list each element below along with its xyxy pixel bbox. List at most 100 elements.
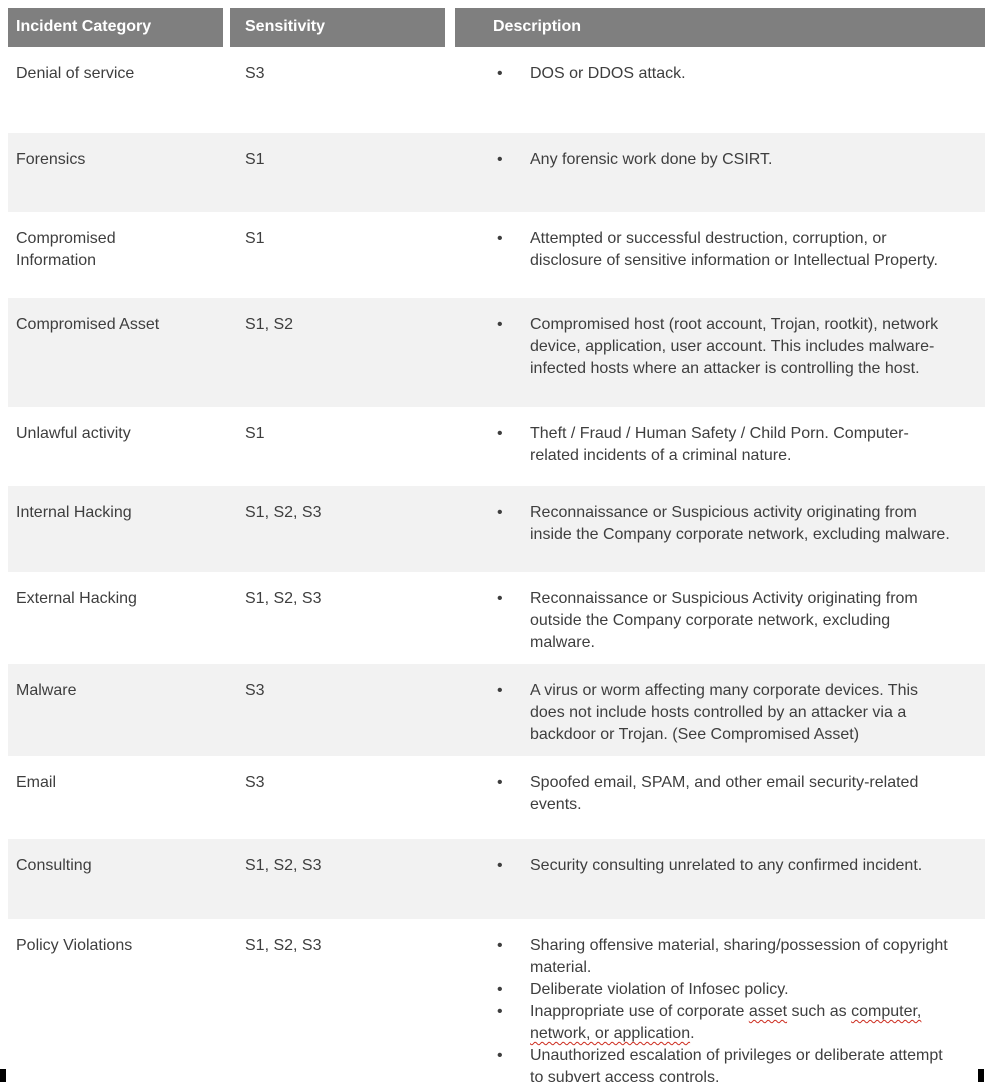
- bullet-marker: •: [497, 316, 503, 333]
- header-cell-description: Description: [455, 8, 985, 47]
- table-row: Malware S3 • A virus or worm affecting ma…: [8, 664, 985, 756]
- description-cell: • Spoofed email, SPAM, and other email se…: [455, 756, 985, 839]
- sensitivity-cell: S1, S2: [245, 316, 294, 333]
- misspelled-word: computer, network, or application: [530, 1003, 922, 1042]
- bullet-item: • Attempted or successful destruction, co…: [497, 228, 957, 272]
- table-edge-mark-right: [978, 1069, 984, 1082]
- bullet-item: • A virus or worm affecting many corporat…: [497, 680, 957, 746]
- bullet-item: • Sharing offensive material, sharing/pos…: [497, 935, 957, 979]
- bullet-marker: •: [497, 504, 503, 521]
- category-cell: External Hacking: [16, 590, 137, 607]
- description-cell: • Theft / Fraud / Human Safety / Child Po…: [455, 407, 985, 486]
- table-row: Denial of service S3 • DOS or DDOS attack…: [8, 47, 985, 133]
- table-body: Denial of service S3 • DOS or DDOS attack…: [8, 47, 985, 1082]
- bullet-text: Reconnaissance or Suspicious Activity or…: [530, 588, 957, 654]
- table-row: External Hacking S1, S2, S3 • Reconnaissa…: [8, 572, 985, 664]
- sensitivity-cell: S1: [245, 151, 265, 168]
- sensitivity-cell: S3: [245, 682, 265, 699]
- bullet-marker: •: [497, 682, 503, 699]
- bullet-list: • Compromised host (root account, Trojan,…: [497, 314, 957, 380]
- incident-category-table: Incident Category Sensitivity Descriptio…: [8, 8, 985, 1082]
- text-segment: Inappropriate use of corporate: [530, 1003, 749, 1020]
- text-segment: Deliberate violation of Infosec policy.: [530, 981, 789, 998]
- bullet-text: A virus or worm affecting many corporate…: [530, 680, 957, 746]
- category-cell: Forensics: [16, 151, 86, 168]
- category-cell: Unlawful activity: [16, 425, 131, 442]
- sensitivity-cell: S1: [245, 425, 265, 442]
- description-cell: • Compromised host (root account, Trojan,…: [455, 298, 985, 407]
- bullet-list: • Security consulting unrelated to any co…: [497, 855, 957, 877]
- text-segment: Security consulting unrelated to any con…: [530, 857, 923, 874]
- description-cell: • Attempted or successful destruction, co…: [455, 212, 985, 298]
- bullet-marker: •: [497, 425, 503, 442]
- table-row: Unlawful activity S1 • Theft / Fraud / Hu…: [8, 407, 985, 486]
- category-cell: Consulting: [16, 857, 92, 874]
- text-segment: Reconnaissance or Suspicious Activity or…: [530, 590, 918, 651]
- bullet-marker: •: [497, 230, 503, 247]
- bullet-item: • Reconnaissance or Suspicious Activity o…: [497, 588, 957, 654]
- category-cell: Email: [16, 774, 57, 791]
- bullet-text: Security consulting unrelated to any con…: [530, 855, 957, 877]
- category-cell: Internal Hacking: [16, 504, 132, 521]
- table-row: Policy Violations S1, S2, S3 • Sharing of…: [8, 919, 985, 1082]
- sensitivity-cell: S1, S2, S3: [245, 857, 322, 874]
- bullet-text: Sharing offensive material, sharing/poss…: [530, 935, 957, 979]
- bullet-marker: •: [497, 1047, 503, 1064]
- bullet-text: Any forensic work done by CSIRT.: [530, 149, 957, 171]
- bullet-list: • Attempted or successful destruction, co…: [497, 228, 957, 272]
- text-segment: Any forensic work done by CSIRT.: [530, 151, 773, 168]
- table-row: Compromised Asset S1, S2 • Compromised ho…: [8, 298, 985, 407]
- sensitivity-cell: S3: [245, 774, 265, 791]
- description-cell: • Reconnaissance or Suspicious activity o…: [455, 486, 985, 572]
- bullet-list: • Sharing offensive material, sharing/pos…: [497, 935, 957, 1082]
- bullet-item: • Spoofed email, SPAM, and other email se…: [497, 772, 957, 816]
- misspelled-word: asset: [748, 1003, 788, 1020]
- text-segment: Theft / Fraud / Human Safety / Child Por…: [530, 425, 909, 464]
- text-segment: Attempted or successful destruction, cor…: [530, 230, 938, 269]
- sensitivity-cell: S3: [245, 65, 265, 82]
- bullet-marker: •: [497, 981, 503, 998]
- header-label-sensitivity: Sensitivity: [245, 18, 326, 35]
- text-segment: DOS or DDOS attack.: [530, 65, 686, 82]
- description-cell: • DOS or DDOS attack.: [455, 47, 985, 133]
- bullet-list: • Any forensic work done by CSIRT.: [497, 149, 957, 171]
- description-cell: • A virus or worm affecting many corporat…: [455, 664, 985, 756]
- bullet-list: • A virus or worm affecting many corporat…: [497, 680, 957, 746]
- bullet-marker: •: [497, 774, 503, 791]
- sensitivity-cell: S1, S2, S3: [245, 504, 322, 521]
- bullet-item: • Security consulting unrelated to any co…: [497, 855, 957, 877]
- bullet-text: Attempted or successful destruction, cor…: [530, 228, 957, 272]
- table-row: Email S3 • Spoofed email, SPAM, and other…: [8, 756, 985, 839]
- description-cell: • Reconnaissance or Suspicious Activity o…: [455, 572, 985, 664]
- bullet-marker: •: [497, 151, 503, 168]
- bullet-list: • Reconnaissance or Suspicious activity o…: [497, 502, 957, 546]
- table-header-row: Incident Category Sensitivity Descriptio…: [8, 8, 985, 47]
- sensitivity-cell: S1, S2, S3: [245, 590, 322, 607]
- category-cell: Policy Violations: [16, 937, 133, 954]
- bullet-list: • Theft / Fraud / Human Safety / Child Po…: [497, 423, 957, 467]
- sensitivity-cell: S1, S2, S3: [245, 937, 322, 954]
- table-row: Internal Hacking S1, S2, S3 • Reconnaissa…: [8, 486, 985, 572]
- header-cell-incident-category: Incident Category: [8, 8, 223, 47]
- table-row: Compromised Information S1 • Attempted or…: [8, 212, 985, 298]
- bullet-list: • Reconnaissance or Suspicious Activity o…: [497, 588, 957, 654]
- bullet-item: • Inappropriate use of corporate asset su…: [497, 1001, 957, 1045]
- table-row: Forensics S1 • Any forensic work done by …: [8, 133, 985, 212]
- bullet-marker: •: [497, 937, 503, 954]
- bullet-list: • Spoofed email, SPAM, and other email se…: [497, 772, 957, 816]
- text-segment: Compromised host (root account, Trojan, …: [530, 316, 939, 377]
- bullet-text: Reconnaissance or Suspicious activity or…: [530, 502, 957, 546]
- bullet-marker: •: [497, 65, 503, 82]
- text-segment: Unauthorized escalation of privileges or…: [530, 1047, 943, 1082]
- bullet-text: Unauthorized escalation of privileges or…: [530, 1045, 957, 1082]
- description-cell: • Security consulting unrelated to any co…: [455, 839, 985, 919]
- category-cell: Compromised Information: [16, 230, 116, 269]
- bullet-list: • DOS or DDOS attack.: [497, 63, 957, 85]
- sensitivity-cell: S1: [245, 230, 265, 247]
- header-cell-sensitivity: Sensitivity: [230, 8, 445, 47]
- text-segment: such as: [787, 1003, 852, 1020]
- bullet-text: Spoofed email, SPAM, and other email sec…: [530, 772, 957, 816]
- category-cell: Denial of service: [16, 65, 135, 82]
- text-segment: .: [690, 1025, 695, 1042]
